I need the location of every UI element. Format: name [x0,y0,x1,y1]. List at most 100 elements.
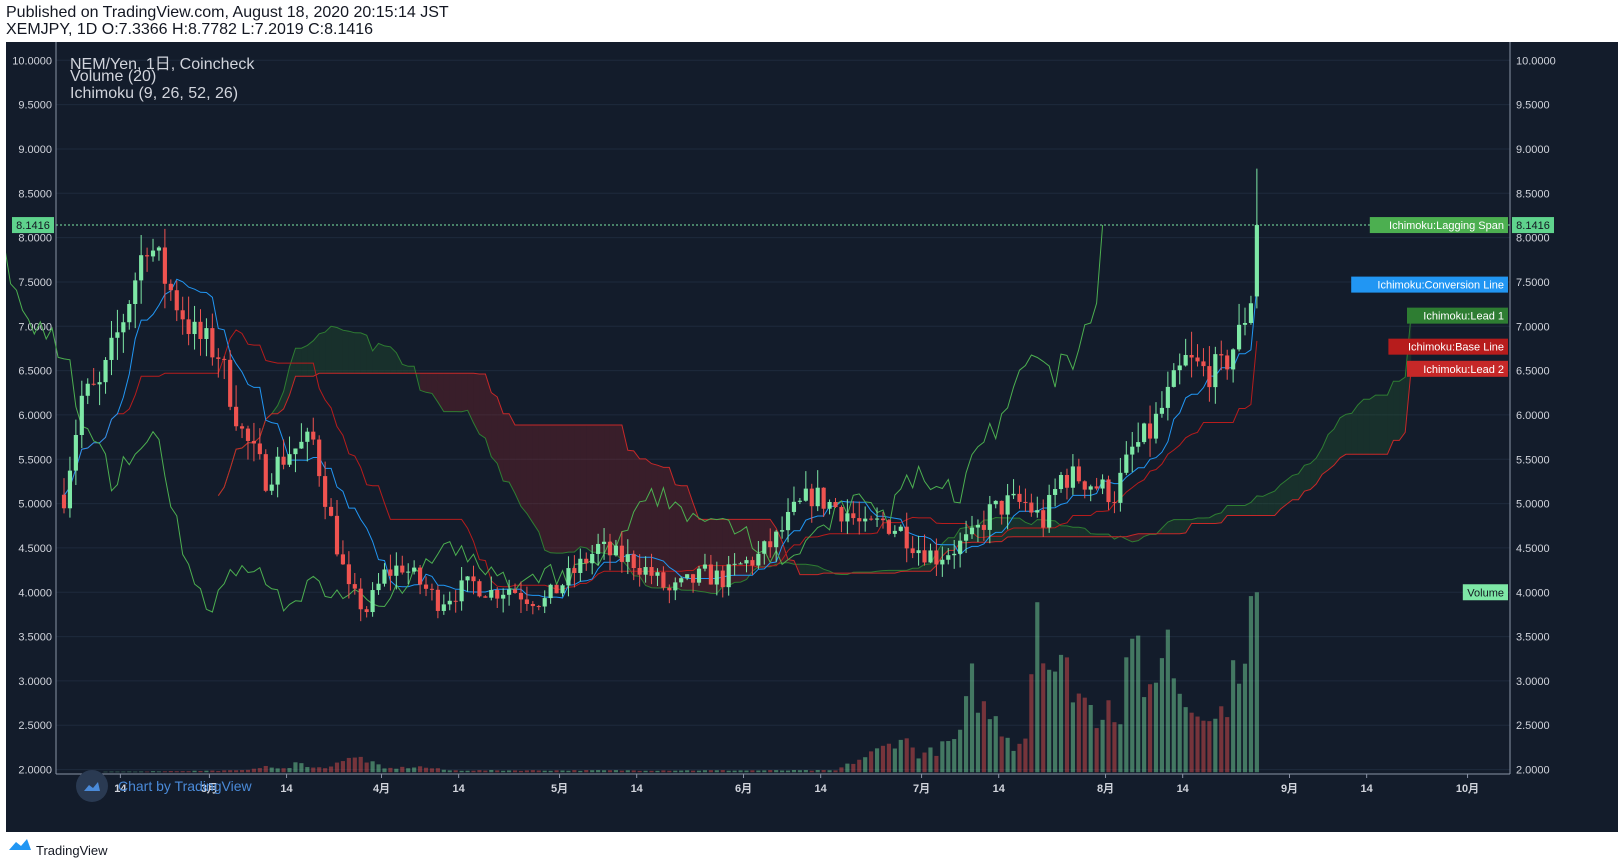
candle-body [607,541,613,556]
volume-bar [1053,671,1058,773]
candle-body [269,484,274,491]
candle-body [1047,494,1052,528]
kumo-cloud-segment [342,330,349,374]
volume-bar [874,748,880,773]
chart-panel[interactable]: 10.0000 10.0000 9.5000 9.5000 9.0000 9.0000 8.… [6,42,1618,832]
candle-body [839,507,844,522]
kumo-cloud-segment [1250,495,1257,516]
candle-body [1248,303,1254,323]
kumo-cloud-segment [354,332,361,374]
candle-body [649,567,654,576]
kumo-cloud-segment [331,326,337,374]
y-tick-label-right: 6.5000 [1516,366,1550,378]
kumo-cloud-segment [586,425,593,553]
candle-body [554,584,559,594]
candle-body [1165,386,1170,408]
x-tick-label: 4月 [373,782,390,795]
volume-bar [542,770,547,773]
candle-body [797,500,802,502]
volume-bar [287,768,292,773]
volume-bar [1213,718,1218,773]
volume-bar [1017,743,1022,773]
kumo-cloud-segment [1019,518,1026,537]
volume-bar [643,770,648,773]
kumo-cloud-segment [461,373,468,412]
volume-bar [649,770,654,773]
kumo-cloud-segment [1245,502,1251,516]
kumo-cloud-segment [538,425,545,551]
volume-bar [518,770,524,773]
candle-body [133,280,138,304]
kumo-cloud-segment [455,373,462,412]
candle-body [1219,354,1224,356]
kumo-cloud-segment [1072,527,1079,537]
candle-body [762,541,767,554]
kumo-cloud-segment [1274,484,1281,516]
volume-bar [370,761,375,773]
ichimoku-lead1-line [217,313,1412,595]
candle-body [518,592,524,600]
candle-body [210,328,215,358]
candle-body [174,290,179,311]
candle-body [91,383,96,385]
y-tick-label-left: 9.0000 [18,144,52,156]
candle-body [821,487,826,509]
kumo-cloud-segment [1298,465,1305,500]
candle-body [530,603,535,607]
series-label-bg [1462,584,1508,601]
footer-logo-icon[interactable] [8,837,32,856]
volume-bar [216,771,221,773]
volume-bar [1106,700,1111,773]
candle-body [774,531,779,548]
kumo-cloud-segment [1280,480,1287,509]
price-chart[interactable]: 10.0000 10.0000 9.5000 9.5000 9.0000 9.0000 8.… [6,42,1618,832]
volume-bar [376,764,381,773]
volume-bar [477,770,482,773]
volume-bar [548,770,553,773]
footer-brand[interactable]: TradingView [36,843,108,858]
candle-body [780,530,785,532]
candle-body [127,303,132,323]
volume-bar [1130,638,1135,773]
volume-bar [566,770,571,773]
kumo-cloud-segment [882,570,889,574]
volume-bar [1041,663,1046,773]
volume-bar [1207,721,1212,773]
candle-body [880,518,886,521]
series-label-bg [1388,338,1508,355]
candle-body [969,527,975,535]
volume-bar [245,769,251,773]
candle-body [667,587,672,591]
volume-bar [257,768,262,773]
candle-body [975,524,981,528]
volume-bar [869,751,874,773]
candle-body [423,584,429,589]
volume-bar [512,770,518,773]
tradingview-watermark[interactable]: Chart by TradingView [76,770,252,802]
volume-bar [910,747,915,773]
volume-bar [186,771,191,773]
volume-bar [530,770,535,773]
volume-bar [459,770,464,773]
kumo-cloud-segment [1084,528,1091,537]
volume-bar [744,770,749,773]
kumo-cloud-segment [289,348,296,396]
y-tick-label-right: 9.0000 [1516,144,1550,156]
kumo-cloud-segment [675,484,682,591]
candle-body [364,609,369,613]
candle-body [150,250,156,257]
volume-bar [880,745,886,773]
kumo-cloud-segment [277,391,284,414]
candle-body [1231,349,1236,370]
candle-body [1023,501,1028,503]
volume-bar [946,741,951,773]
kumo-cloud-segment [1227,505,1234,516]
kumo-cloud-segment [503,413,510,483]
kumo-cloud-segment [924,563,931,572]
volume-bar [833,770,838,773]
kumo-cloud-segment [426,373,432,394]
y-tick-label-left: 2.0000 [18,765,52,777]
kumo-cloud-segment [912,568,919,572]
kumo-cloud-segment [1357,399,1364,455]
x-tick-label: 5月 [551,782,568,795]
